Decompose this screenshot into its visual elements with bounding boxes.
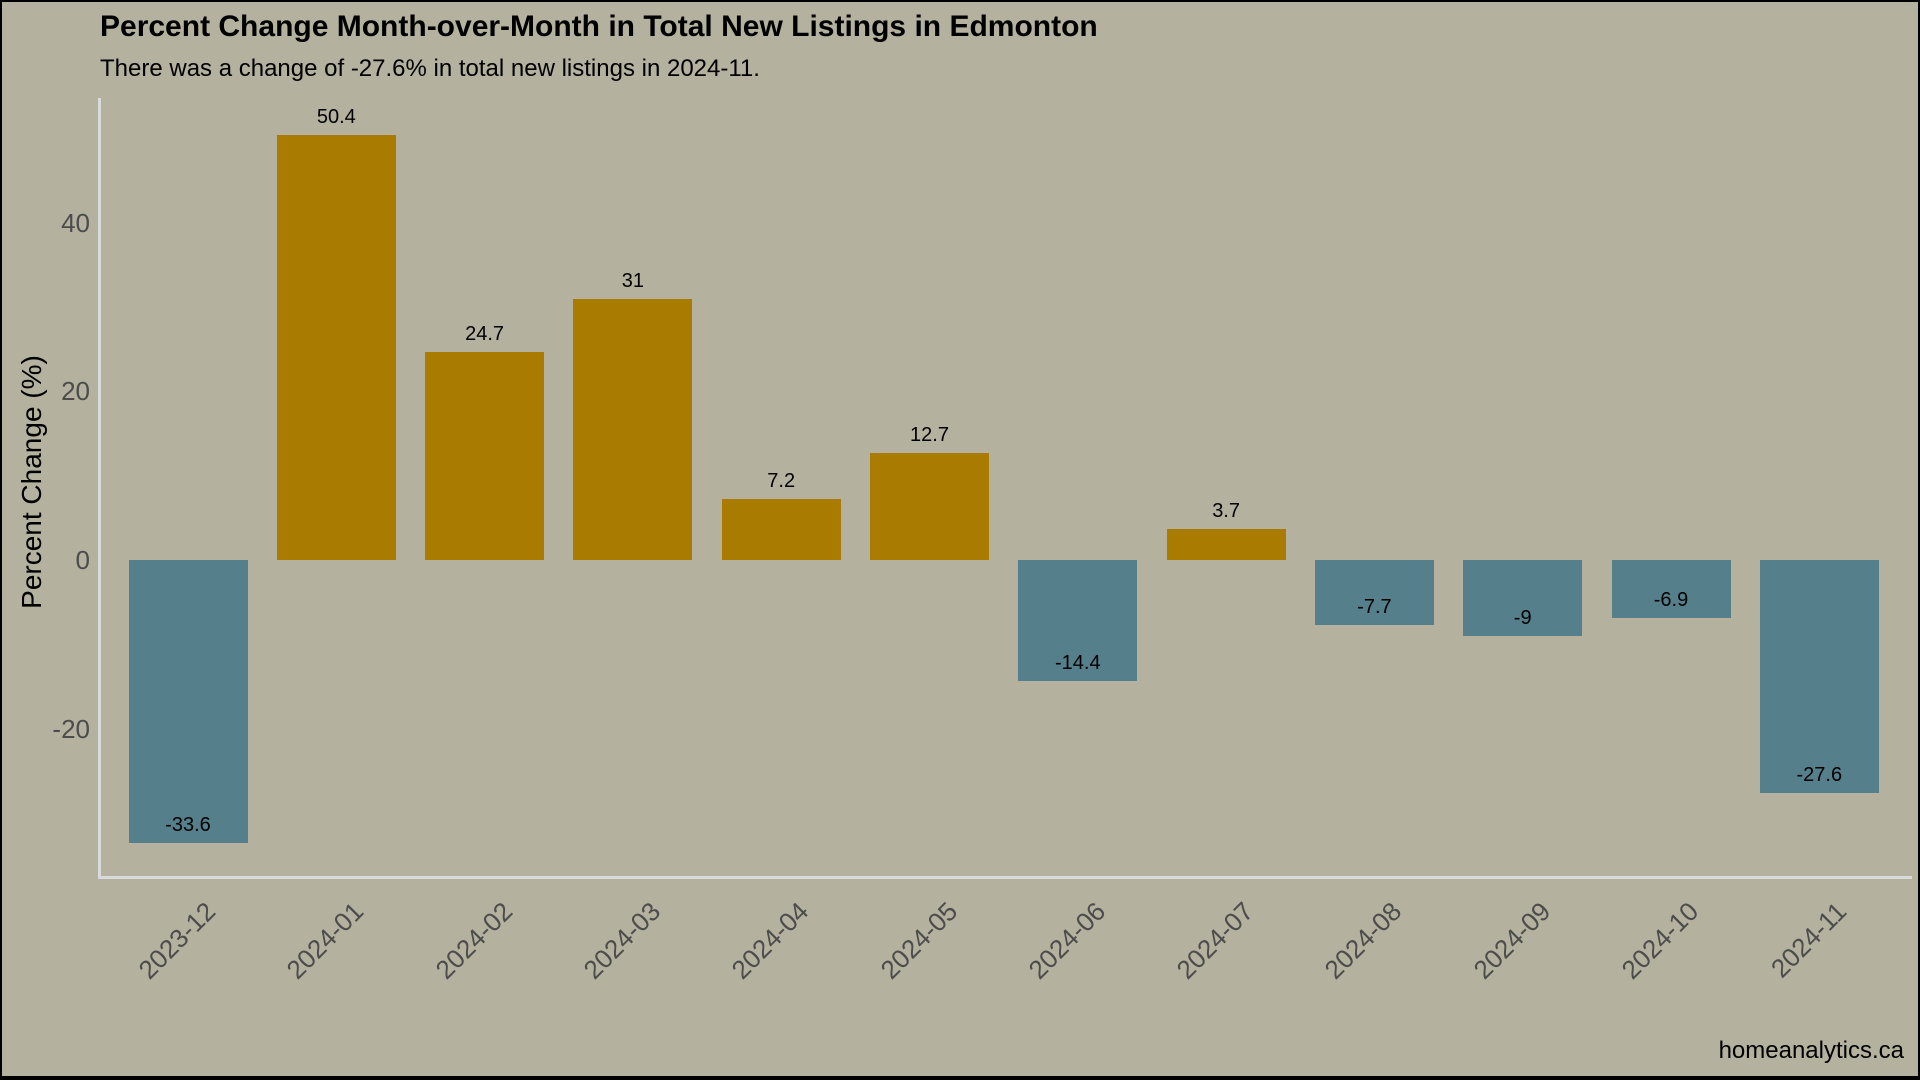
bar-value-label: 3.7 — [1212, 499, 1240, 522]
bar-2024-06 — [1018, 560, 1138, 682]
bar-value-label: -27.6 — [1796, 763, 1843, 786]
bar-value-label: 7.2 — [767, 470, 796, 493]
bar-2023-12 — [128, 560, 248, 844]
x-tick-label: 2024-08 — [1318, 896, 1408, 985]
bar-2024-03 — [573, 298, 693, 560]
bar-value-label: -6.9 — [1653, 589, 1689, 612]
x-tick-label: 2024-07 — [1170, 896, 1260, 985]
y-tick-label: 40 — [61, 207, 90, 238]
brand-footer: homeanalytics.ca — [1718, 1037, 1904, 1064]
x-axis-line — [98, 876, 1912, 879]
bar-value-label: 50.4 — [316, 106, 356, 129]
bar-value-label: -14.4 — [1055, 652, 1101, 675]
x-tick-label: 2024-05 — [874, 896, 963, 985]
bar-value-label: 12.7 — [910, 423, 949, 446]
x-tick-label: 2024-10 — [1615, 896, 1705, 985]
x-tick-label: 2024-02 — [429, 896, 518, 985]
bar-value-label: -33.6 — [165, 814, 211, 837]
x-tick-label: 2024-03 — [577, 896, 667, 985]
y-tick-label: -20 — [52, 713, 90, 744]
bar-value-label: 24.7 — [465, 322, 505, 345]
x-tick-label: 2024-09 — [1467, 896, 1556, 985]
bar-2024-09 — [1463, 560, 1583, 636]
y-axis-line — [98, 98, 101, 877]
bar-2024-05 — [870, 452, 989, 560]
chart-subtitle: There was a change of -27.6% in total ne… — [100, 55, 760, 82]
bar-2024-08 — [1314, 560, 1434, 625]
x-tick-label: 2024-11 — [1765, 896, 1853, 984]
bar-2024-07 — [1166, 528, 1286, 560]
bar-value-label: -7.7 — [1357, 595, 1392, 618]
chart-title: Percent Change Month-over-Month in Total… — [100, 10, 1098, 43]
bar-2024-04 — [721, 499, 841, 560]
bar-2024-01 — [276, 135, 396, 560]
x-tick-label: 2024-04 — [725, 896, 815, 985]
bar-2024-10 — [1611, 560, 1731, 619]
x-tick-label: 2024-06 — [1022, 896, 1112, 985]
x-tick-label: 2023-12 — [132, 896, 222, 985]
y-tick-label: 20 — [61, 376, 90, 407]
y-tick-label: 0 — [75, 545, 90, 575]
x-tick-label: 2024-01 — [280, 896, 370, 985]
bar-2024-02 — [425, 351, 545, 560]
bar-2024-11 — [1759, 560, 1879, 793]
bar-value-label: -9 — [1513, 606, 1532, 629]
bar-value-label: 31 — [621, 269, 645, 292]
